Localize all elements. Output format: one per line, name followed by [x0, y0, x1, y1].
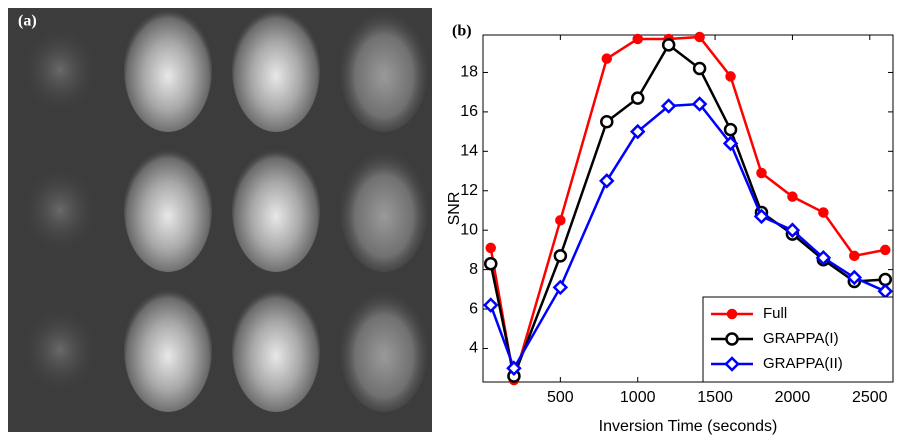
marker — [756, 167, 767, 179]
image-slice — [232, 148, 320, 272]
marker — [753, 208, 770, 225]
marker — [691, 96, 708, 112]
x-tick-label: 2500 — [852, 389, 888, 406]
y-tick-label: 4 — [469, 340, 478, 357]
marker — [553, 249, 568, 263]
marker — [629, 123, 646, 140]
x-tick-label: 1500 — [697, 389, 733, 406]
marker — [600, 115, 614, 129]
legend-marker — [726, 308, 738, 320]
x-axis-label: Inversion Time (seconds) — [599, 418, 778, 435]
x-tick-label: 2000 — [775, 389, 811, 406]
marker — [599, 173, 615, 189]
marker — [632, 33, 643, 45]
marker — [880, 244, 891, 256]
y-axis-label: SNR — [446, 192, 463, 226]
image-slice — [124, 8, 212, 132]
panel-label: (a) — [18, 13, 37, 30]
y-tick-label: 12 — [460, 182, 478, 199]
marker — [661, 38, 676, 52]
marker — [660, 98, 677, 114]
panel-label: (b) — [452, 23, 472, 40]
image-slice — [340, 8, 428, 132]
marker — [725, 71, 736, 82]
marker — [601, 53, 613, 64]
image-slice — [232, 8, 320, 132]
x-tick-label: 500 — [547, 389, 574, 406]
marker — [692, 61, 707, 76]
marker — [787, 191, 798, 202]
marker — [506, 360, 522, 376]
marker — [878, 272, 893, 287]
x-tick-label: 1000 — [620, 389, 656, 406]
y-tick-label: 16 — [460, 103, 478, 120]
image-slice — [124, 288, 212, 412]
marker — [482, 297, 499, 313]
marker — [483, 256, 498, 271]
image-slice — [340, 288, 428, 412]
y-tick-label: 8 — [469, 261, 478, 278]
marker — [722, 135, 739, 152]
chart: (b) 500 1000 1500 2000 2500 4 6 8 10 12 14 16 18 Inver… — [446, 23, 894, 435]
marker — [723, 122, 738, 137]
marker — [846, 269, 863, 286]
marker — [552, 279, 569, 296]
marker — [555, 215, 566, 226]
legend-marker — [725, 332, 739, 346]
image-panel: (a) — [8, 8, 432, 432]
image-slice — [20, 25, 100, 115]
image-slice — [340, 148, 428, 272]
image-slice — [20, 305, 100, 395]
marker — [485, 242, 496, 254]
legend-label: GRAPPA(II) — [763, 355, 843, 372]
marker — [784, 222, 801, 238]
image-slice — [20, 165, 100, 255]
marker — [815, 250, 832, 266]
y-tick-label: 6 — [469, 300, 478, 317]
marker — [849, 250, 860, 262]
y-tick-label: 14 — [460, 143, 478, 160]
marker — [818, 207, 829, 218]
y-tick-label: 18 — [460, 64, 478, 81]
marker — [694, 31, 705, 43]
legend-label: GRAPPA(I) — [763, 330, 839, 347]
legend-label: Full — [763, 305, 787, 322]
image-slice — [232, 288, 320, 412]
marker — [630, 91, 645, 105]
image-slice — [124, 148, 212, 272]
y-tick-label: 10 — [460, 221, 478, 238]
legend-marker — [724, 356, 740, 372]
